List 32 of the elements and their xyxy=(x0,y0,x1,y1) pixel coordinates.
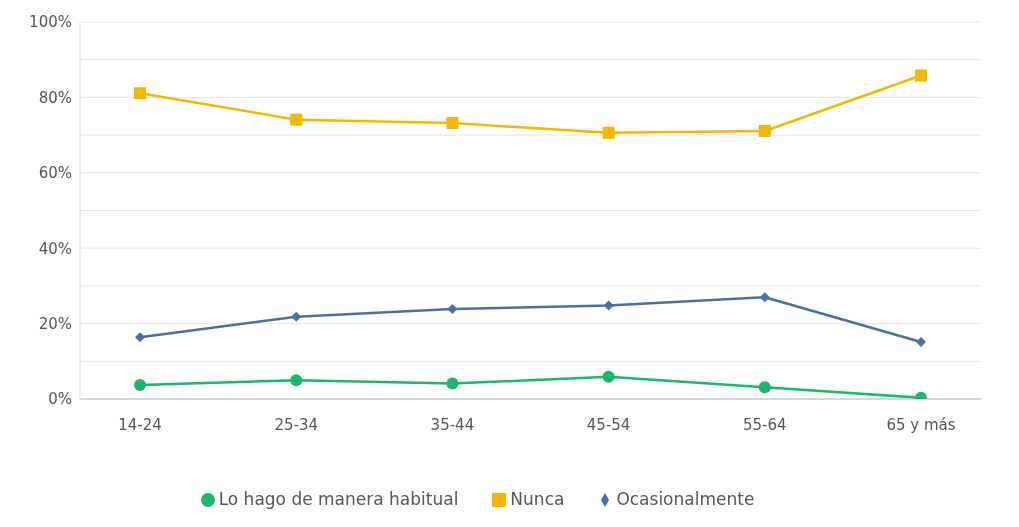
legend-label: Ocasionalmente xyxy=(616,489,755,509)
x-tick-label: 14-24 xyxy=(118,415,162,434)
point xyxy=(290,113,303,126)
point xyxy=(602,126,615,139)
point xyxy=(290,374,303,387)
y-tick-label: 40% xyxy=(38,239,72,258)
point xyxy=(135,332,145,343)
x-tick-label: 55-64 xyxy=(743,415,787,434)
point xyxy=(134,87,146,100)
point xyxy=(759,292,770,303)
point xyxy=(758,381,771,394)
point xyxy=(447,303,458,314)
point xyxy=(291,311,302,322)
point xyxy=(602,370,615,383)
point xyxy=(915,69,927,82)
point xyxy=(758,124,771,137)
legend-label: Lo hago de manera habitual xyxy=(218,489,459,509)
y-tick-label: 80% xyxy=(38,88,72,107)
point xyxy=(916,337,926,348)
x-tick-label: 35-44 xyxy=(430,415,475,434)
y-tick-label: 100% xyxy=(29,13,72,32)
x-tick-label: 65 y más xyxy=(886,415,956,434)
point xyxy=(134,379,146,392)
y-tick-label: 0% xyxy=(48,390,72,409)
x-tick-label: 25-34 xyxy=(274,415,318,434)
y-tick-label: 20% xyxy=(38,314,72,333)
point xyxy=(446,377,459,390)
y-tick-label: 60% xyxy=(38,164,72,183)
point xyxy=(446,117,459,130)
point xyxy=(603,300,614,311)
x-tick-label: 45-54 xyxy=(586,415,631,434)
legend-label: Nunca xyxy=(510,489,565,509)
